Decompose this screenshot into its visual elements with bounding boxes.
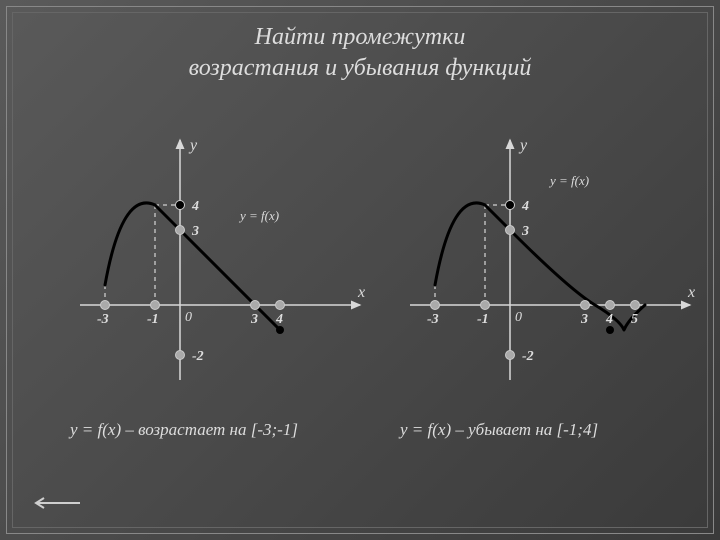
svg-text:0: 0 (185, 310, 192, 325)
svg-text:4: 4 (605, 312, 613, 327)
chart-decreasing: x у 0 -3 -1 3 4 5 4 3 -2 у = f(x) (400, 130, 700, 390)
back-arrow[interactable] (30, 496, 80, 510)
arrow-left-icon (30, 496, 80, 510)
svg-text:4: 4 (275, 312, 283, 327)
svg-text:3: 3 (250, 312, 258, 327)
svg-text:x: x (687, 284, 695, 301)
title-line1: Найти промежутки (255, 24, 466, 50)
chart-increasing: x у 0 -3 -1 3 4 4 3 -2 у = f(x) (70, 130, 370, 390)
svg-text:у: у (518, 137, 528, 154)
svg-text:x: x (357, 284, 365, 301)
svg-text:4: 4 (191, 199, 199, 214)
svg-text:5: 5 (631, 312, 638, 327)
svg-text:-2: -2 (522, 349, 534, 364)
svg-text:-3: -3 (427, 312, 439, 327)
caption-increasing: у = f(x) – возрастает на [-3;-1] (70, 420, 298, 440)
svg-text:3: 3 (580, 312, 588, 327)
chart1-svg: x у 0 -3 -1 3 4 4 3 -2 у = f(x) (70, 130, 370, 390)
svg-text:0: 0 (515, 310, 522, 325)
svg-text:-2: -2 (192, 349, 204, 364)
page-title: Найти промежутки возрастания и убывания … (0, 22, 720, 84)
svg-text:-1: -1 (147, 312, 159, 327)
svg-text:3: 3 (191, 224, 199, 239)
svg-text:-3: -3 (97, 312, 109, 327)
svg-text:у = f(x): у = f(x) (238, 208, 279, 223)
title-line2: возрастания и убывания функций (189, 55, 532, 81)
svg-text:3: 3 (521, 224, 529, 239)
svg-text:4: 4 (521, 199, 529, 214)
svg-text:у: у (188, 137, 198, 154)
svg-text:-1: -1 (477, 312, 489, 327)
chart2-svg: x у 0 -3 -1 3 4 5 4 3 -2 у = f(x) (400, 130, 700, 390)
caption-decreasing: у = f(x) – убывает на [-1;4] (400, 420, 598, 440)
svg-text:у = f(x): у = f(x) (548, 173, 589, 188)
